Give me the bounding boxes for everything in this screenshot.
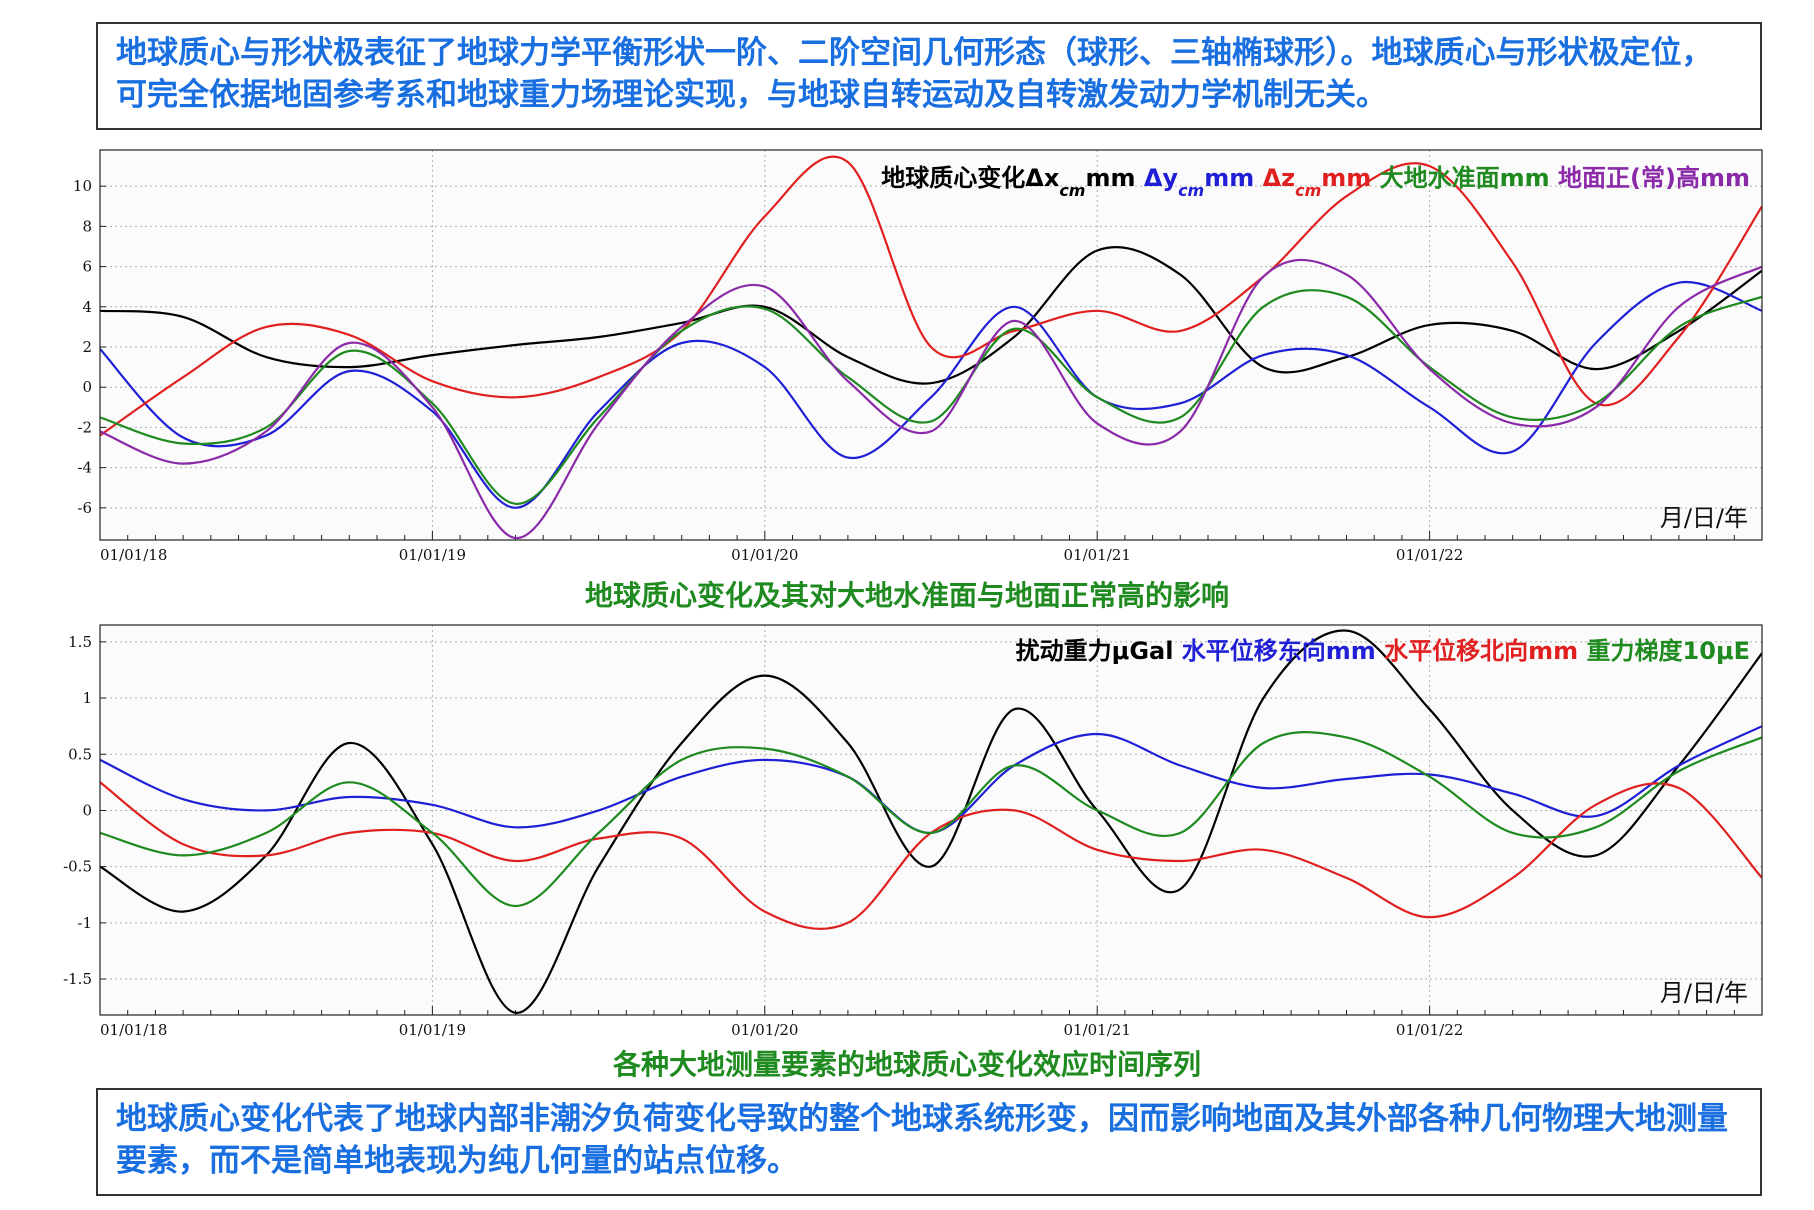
y-tick-label: 4 [82,298,92,316]
chart-2-plot: 1.5 1 0.5 0 -0.5 -1 -1.5 01/01/18 01/01/19 01/01/… [63,624,1763,1039]
x-tick-label: 01/01/18 [100,546,167,564]
series-line-1-5 [100,258,1762,540]
legend-item: 重力梯度10μE [1578,637,1750,665]
y-tick-label: -1 [77,914,92,932]
y-tick-label: 0.5 [68,745,92,763]
series-line-1-1 [100,246,1762,385]
y-tick-label: 1.5 [68,633,92,651]
legend-subscript: cm [1295,181,1321,200]
y-tick-label: 0 [82,378,92,396]
series-line-2-1 [100,629,1762,1014]
legend-item: 水平位移东向mm [1173,637,1375,665]
legend-unit: mm [1500,164,1550,192]
x-tick-label: 01/01/21 [1064,1021,1131,1039]
legend-item: 水平位移北向mm [1376,637,1578,665]
chart-2-title: 各种大地测量要素的地球质心变化效应时间序列 [612,1048,1201,1081]
plot-area [100,150,1762,540]
chart-1-legend: 地球质心变化Δxcmmm Δycmmm Δzcmmm 大地水准面mm 地面正(常… [881,164,1750,200]
y-tick-label: 1 [82,689,92,707]
x-tick-label: 01/01/22 [1396,1021,1463,1039]
y-tick-label: 8 [82,217,92,235]
legend-item: Δy [1135,164,1178,192]
legend-item: 大地水准面 [1371,164,1499,192]
y-tick-label: -0.5 [63,858,92,876]
y-tick-label: -1.5 [63,970,92,988]
bottom-note: 地球质心变化代表了地球内部非潮汐负荷变化导致的整个地球系统形变，因而影响地面及其… [96,1088,1762,1196]
legend-item: Δx [1025,164,1060,192]
x-tick-label: 01/01/21 [1064,546,1131,564]
legend-unit: mm [1321,164,1371,192]
x-tick-label: 01/01/19 [399,1021,466,1039]
chart-2-legend: 扰动重力μGal 水平位移东向mm 水平位移北向mm 重力梯度10μE [1016,637,1750,665]
y-tick-label: 2 [82,338,92,356]
plot-area [100,625,1762,1015]
legend-subscript: cm [1178,181,1204,200]
legend-unit: mm [1085,164,1135,192]
x-axis-label: 月/日/年 [1660,979,1748,1007]
y-tick-label: -2 [77,418,92,436]
series-line-1-3 [100,155,1762,437]
series-line-1-4 [100,289,1762,505]
top-note: 地球质心与形状极表征了地球力学平衡形状一阶、二阶空间几何形态（球形、三轴椭球形）… [96,22,1762,130]
y-tick-label: -4 [77,459,92,477]
legend-unit: mm [1700,164,1750,192]
x-axis-label: 月/日/年 [1660,504,1748,532]
plot-frame [99,624,1763,1016]
y-tick-label: 6 [82,258,92,276]
legend-item: Δz [1254,164,1295,192]
chart-1-plot: 10 8 6 4 2 0 -2 -4 -6 01/01/18 01/01/19 01/01/20 01/… [73,149,1763,564]
plot-frame [99,149,1763,541]
x-tick-label: 01/01/19 [399,546,466,564]
legend-item: 扰动重力μGal [1016,637,1174,665]
chart-1-title: 地球质心变化及其对大地水准面与地面正常高的影响 [584,579,1229,612]
x-tick-label: 01/01/18 [100,1021,167,1039]
legend-subscript: cm [1059,181,1085,200]
y-tick-label: 10 [73,177,92,195]
x-tick-label: 01/01/22 [1396,546,1463,564]
x-tick-label: 01/01/20 [731,1021,798,1039]
legend-prefix: 地球质心变化 [881,164,1025,192]
y-tick-label: -6 [77,499,92,517]
series-line-2-4 [100,731,1762,908]
legend-unit: mm [1204,164,1254,192]
series-line-1-2 [100,280,1762,509]
y-tick-label: 0 [82,801,92,819]
legend-item: 地面正(常)高 [1550,164,1700,192]
x-tick-label: 01/01/20 [731,546,798,564]
